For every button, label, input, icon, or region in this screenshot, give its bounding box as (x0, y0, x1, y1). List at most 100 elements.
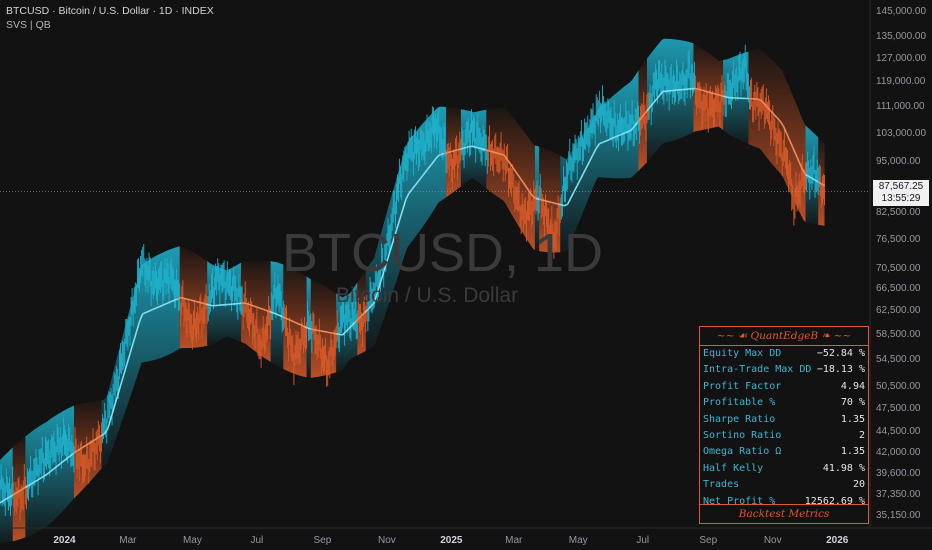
svs-line-segment (621, 132, 626, 136)
svs-line-segment (138, 313, 144, 322)
svs-line-segment (0, 500, 4, 504)
svs-line-segment (395, 219, 401, 231)
svs-line-segment (82, 444, 87, 449)
svs-line-segment (557, 203, 562, 206)
metrics-title: ~~ ☙ QuantEdgeB ❧ ~~ (700, 327, 868, 346)
svs-line-segment (405, 192, 410, 200)
metric-value: 1.35 (840, 413, 865, 425)
svs-line-segment (196, 300, 200, 304)
metric-label: Net Profit % (703, 495, 776, 507)
svs-line-segment (655, 94, 661, 100)
metric-value: 70 % (840, 397, 865, 409)
svs-line-segment (345, 328, 350, 333)
svs-line-segment (78, 446, 83, 451)
svs-line-segment (618, 133, 622, 137)
indicator-title[interactable]: SVS | QB (6, 19, 51, 31)
svs-line-segment (62, 458, 68, 462)
svs-line-segment (478, 147, 483, 150)
svs-line-segment (532, 195, 537, 200)
price-axis-label: 37,350.00 (876, 488, 921, 500)
metric-label: Half Kelly (703, 462, 764, 474)
metric-value: 41.98 % (822, 462, 865, 474)
svs-line-segment (811, 177, 816, 181)
time-axis-label: Jul (636, 535, 650, 546)
time-axis-label: 2025 (440, 535, 463, 546)
svs-line-segment (605, 138, 610, 142)
svs-line-segment (516, 172, 521, 179)
svs-line-segment (72, 450, 77, 455)
svs-line-segment (763, 103, 769, 108)
svs-line-segment (247, 302, 251, 306)
metric-value: 1.35 (840, 446, 865, 458)
svs-line-segment (40, 475, 45, 479)
svs-line-segment (614, 134, 619, 138)
svs-line-segment (497, 152, 502, 155)
svs-line-segment (135, 321, 141, 333)
svs-line-segment (542, 199, 546, 202)
svs-line-segment (180, 296, 185, 300)
svs-line-segment (545, 200, 549, 203)
svs-line-segment (494, 151, 499, 155)
svs-line-segment (417, 176, 423, 182)
price-axis-label: 111,000.00 (876, 101, 925, 113)
svs-line-segment (627, 129, 632, 133)
svs-line-segment (28, 482, 33, 487)
symbol-title: BTCUSD · Bitcoin / U.S. Dollar · 1D · IN… (6, 5, 214, 17)
svs-line-segment (817, 181, 822, 185)
svs-line-segment (602, 140, 607, 144)
svs-line-segment (310, 328, 315, 331)
svs-line-segment (43, 473, 49, 477)
svs-line-segment (636, 118, 642, 124)
last-price-tag: 87,567.25 13:55:29 (873, 180, 929, 206)
svs-line-segment (161, 303, 166, 307)
svs-line-segment (91, 438, 96, 443)
svs-line-segment (443, 151, 448, 155)
svs-line-segment (110, 407, 115, 419)
svs-line-segment (450, 150, 454, 153)
svs-line-segment (158, 304, 163, 308)
price-axis-label: 127,000.00 (876, 53, 927, 65)
svs-line-segment (382, 261, 388, 273)
svs-line-segment (367, 305, 372, 310)
svs-line-segment (398, 209, 404, 221)
price-axis-label: 58,500.00 (876, 328, 921, 340)
price-axis-label: 103,000.00 (876, 127, 927, 139)
svs-line-segment (5, 496, 10, 500)
bar-countdown: 13:55:29 (881, 193, 921, 204)
svs-line-segment (323, 330, 327, 333)
time-axis-label: 2024 (53, 535, 76, 546)
metrics-row: Profit Factor 4.94 (700, 379, 868, 395)
metric-value: −18.13 % (816, 364, 865, 376)
svs-line-segment (12, 492, 17, 496)
price-axis-label: 50,500.00 (876, 381, 921, 393)
svs-line-segment (307, 327, 312, 330)
metric-value: 4.94 (840, 380, 865, 392)
svs-line-segment (259, 307, 264, 311)
svs-line-segment (488, 149, 492, 153)
time-axis-label: 2026 (826, 535, 849, 546)
bull-volatility-band (0, 447, 13, 544)
svs-line-segment (386, 250, 391, 262)
svs-line-segment (186, 298, 191, 301)
svs-line-segment (633, 122, 639, 127)
svs-line-segment (379, 271, 385, 283)
svs-line-segment (820, 183, 825, 187)
svs-line-segment (481, 148, 486, 151)
svs-line-segment (427, 164, 432, 170)
metrics-row: Profitable % 70 % (700, 395, 868, 411)
svs-line-segment (785, 132, 791, 141)
svs-line-segment (446, 151, 451, 154)
svs-line-segment (440, 152, 445, 156)
price-axis-label: 145,000.00 (876, 6, 927, 18)
svs-line-segment (244, 302, 248, 305)
svs-line-segment (291, 320, 296, 324)
svs-line-segment (75, 448, 80, 453)
svs-line-segment (776, 117, 781, 122)
time-axis-label: Sep (313, 535, 332, 546)
svs-line-segment (424, 168, 429, 174)
bull-volatility-band (365, 106, 447, 351)
svs-line-segment (561, 204, 565, 207)
time-axis-label: May (182, 535, 202, 546)
svs-line-segment (370, 302, 375, 307)
